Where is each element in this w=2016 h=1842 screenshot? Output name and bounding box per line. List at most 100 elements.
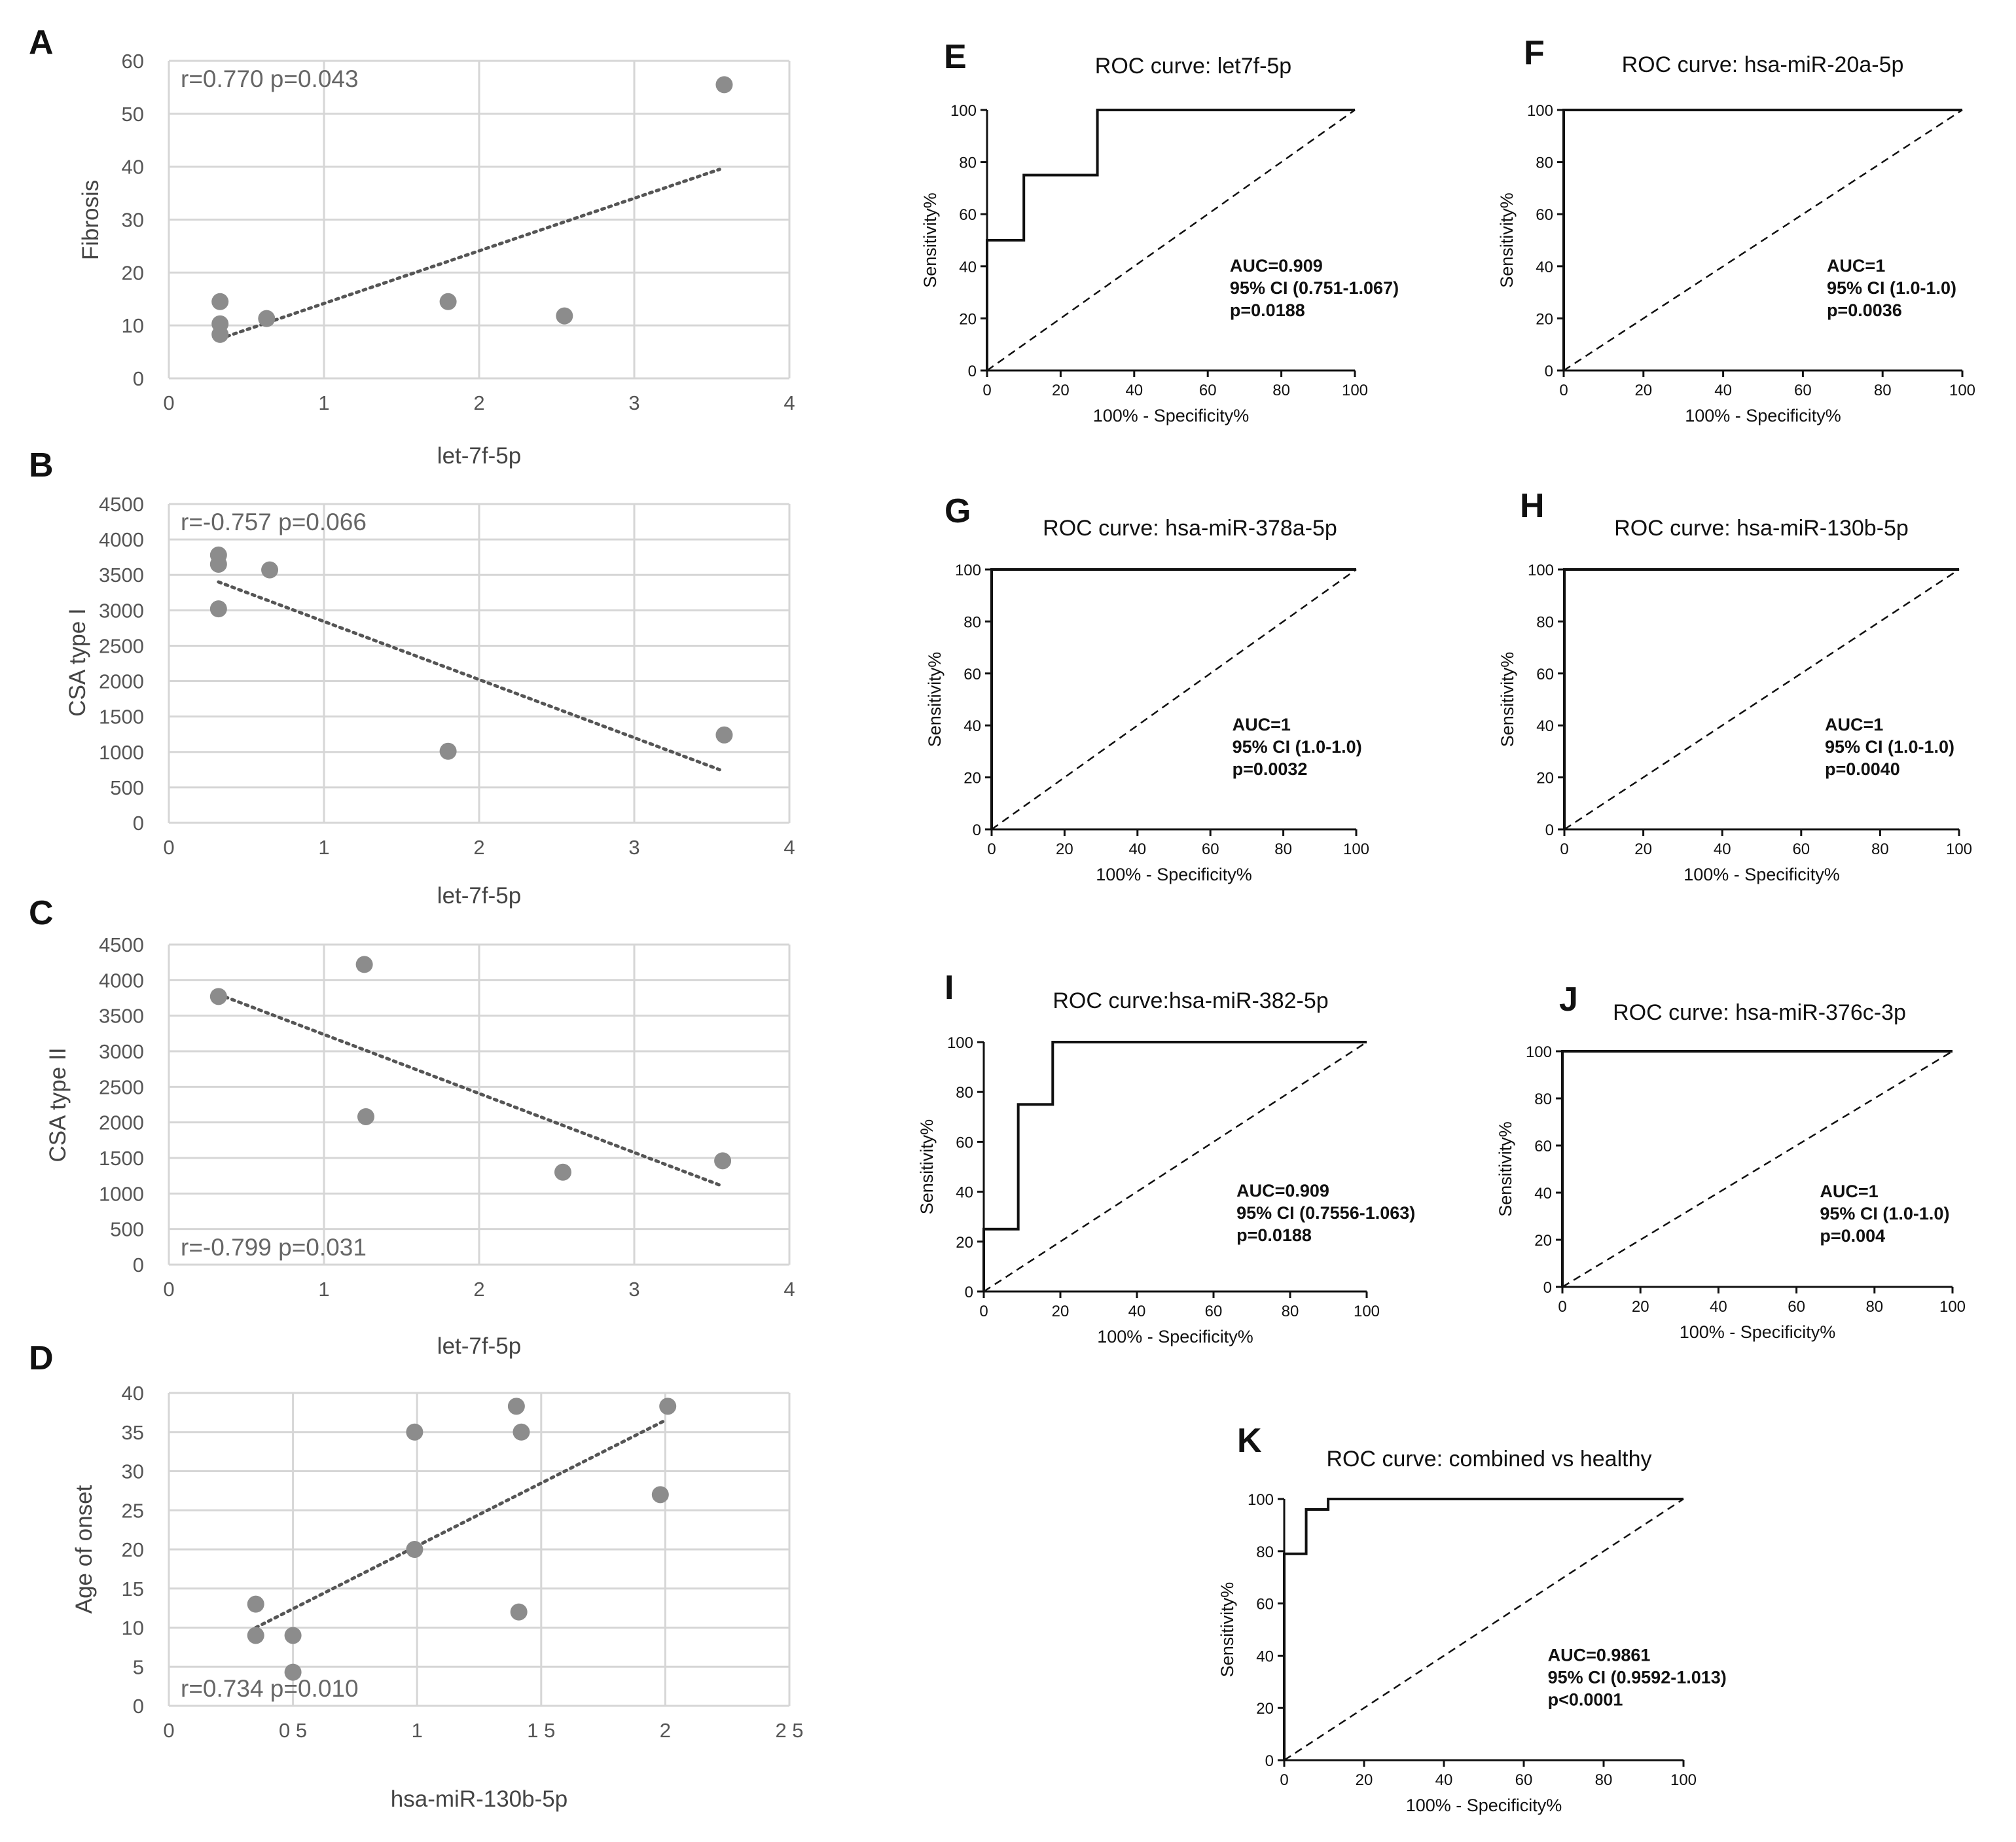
y-tick-label: 1500 xyxy=(99,1147,144,1170)
y-tick-label: 30 xyxy=(122,209,144,232)
y-tick-label: 20 xyxy=(956,1234,973,1252)
roc-curve xyxy=(1283,1498,1683,1760)
data-point xyxy=(439,293,457,310)
panel-letter-j: J xyxy=(1559,981,1578,1019)
panel-letter-d: D xyxy=(29,1339,54,1377)
correlation-stats: r=0.770 p=0.043 xyxy=(181,65,359,92)
auc-annotation: AUC=1 xyxy=(1825,715,1883,734)
x-tick-label: 0 xyxy=(1558,1298,1566,1316)
x-tick-label: 20 xyxy=(1634,840,1652,858)
x-tick-label: 3 xyxy=(628,391,639,414)
y-tick-label: 40 xyxy=(1534,1185,1552,1202)
x-axis-label: let-7f-5p xyxy=(437,1333,521,1359)
y-axis-label: Sensitivity% xyxy=(1217,1582,1237,1678)
panel-c: C 0 1 2 3 4 0 500 1000 1500 2000 2500 3000 3500 4000 45… xyxy=(29,894,795,1359)
x-tick-label: 100 xyxy=(1343,840,1369,858)
auc-annotation: p=0.0188 xyxy=(1230,300,1305,320)
x-tick-label: 100 xyxy=(1354,1303,1380,1320)
auc-annotation: p=0.0036 xyxy=(1827,300,1902,320)
x-tick-label: 100 xyxy=(1342,382,1368,399)
x-tick-label: 60 xyxy=(1788,1298,1805,1316)
x-tick-label: 80 xyxy=(1595,1771,1613,1789)
auc-annotation: p=0.0188 xyxy=(1236,1225,1312,1245)
x-axis-label: let-7f-5p xyxy=(437,443,521,469)
x-tick-label: 20 xyxy=(1356,1771,1373,1789)
data-point xyxy=(247,1627,264,1644)
y-tick-label: 60 xyxy=(122,50,144,73)
y-tick-label: 0 xyxy=(133,1254,144,1276)
x-axis-label: 100% - Specificity% xyxy=(1093,406,1250,425)
y-tick-label: 20 xyxy=(959,310,977,328)
panel-d: D 0 0 5 1 1 5 2 2 5 0 5 10 15 20 25 30 35 40 hsa-miR-130… xyxy=(29,1339,804,1812)
y-tick-label: 100 xyxy=(950,102,977,120)
x-tick-label: 20 xyxy=(1052,1303,1070,1320)
y-tick-label: 0 xyxy=(1545,363,1553,380)
x-tick-label: 100 xyxy=(1946,840,1972,858)
x-tick-label: 1 5 xyxy=(527,1719,555,1742)
y-tick-label: 25 xyxy=(122,1499,144,1522)
data-point xyxy=(651,1486,669,1504)
x-tick-label: 20 xyxy=(1634,382,1652,399)
panel-letter-b: B xyxy=(29,446,54,484)
y-axis-label: Sensitivity% xyxy=(1496,1121,1515,1217)
reference-diagonal xyxy=(983,1041,1367,1293)
y-tick-label: 2500 xyxy=(99,634,144,657)
trendline xyxy=(217,580,721,772)
y-tick-label: 50 xyxy=(122,103,144,126)
x-tick-label: 80 xyxy=(1865,1298,1883,1316)
x-tick-label: 80 xyxy=(1272,382,1290,399)
roc-curve xyxy=(990,568,1356,829)
y-tick-label: 80 xyxy=(959,154,977,172)
auc-annotation: AUC=0.9861 xyxy=(1548,1645,1651,1665)
x-tick-label: 0 xyxy=(163,836,174,859)
y-tick-label: 80 xyxy=(1256,1544,1274,1561)
data-point xyxy=(209,555,227,573)
auc-annotation: 95% CI (1.0-1.0) xyxy=(1820,1204,1949,1223)
panel-letter-k: K xyxy=(1237,1422,1262,1460)
x-tick-label: 3 xyxy=(628,1278,639,1301)
x-tick-label: 2 xyxy=(473,391,484,414)
x-tick-label: 60 xyxy=(1202,840,1219,858)
x-tick-label: 100 xyxy=(1949,382,1975,399)
panel-b: B 0 1 2 3 4 0 500 1000 1500 2000 2500 3000 3500 4000 45… xyxy=(29,446,795,909)
data-point xyxy=(261,561,279,579)
reference-diagonal xyxy=(991,568,1357,831)
y-tick-label: 0 xyxy=(1265,1752,1274,1770)
y-tick-label: 0 xyxy=(1545,822,1554,839)
y-tick-label: 0 xyxy=(965,1284,973,1301)
x-tick-label: 0 xyxy=(1559,382,1568,399)
y-tick-label: 1000 xyxy=(99,1182,144,1205)
y-tick-label: 0 xyxy=(133,367,144,390)
x-tick-label: 0 xyxy=(987,840,996,858)
y-tick-label: 60 xyxy=(956,1134,973,1151)
x-axis-label: 100% - Specificity% xyxy=(1680,1322,1836,1342)
panel-letter-h: H xyxy=(1520,487,1545,525)
x-tick-label: 40 xyxy=(1128,1303,1146,1320)
auc-annotation: AUC=1 xyxy=(1233,715,1291,734)
y-tick-label: 80 xyxy=(1536,613,1554,631)
data-point xyxy=(284,1627,302,1644)
panel-h: H ROC curve: hsa-miR-130b-5p 00 20 20 40 40 60 6… xyxy=(1498,487,1972,884)
data-point xyxy=(513,1423,530,1441)
x-tick-label: 20 xyxy=(1632,1298,1649,1316)
x-tick-label: 60 xyxy=(1794,382,1812,399)
y-axis-label: Sensitivity% xyxy=(925,652,945,748)
y-tick-label: 40 xyxy=(1536,259,1553,276)
data-point xyxy=(355,956,373,973)
panel-e: E ROC curve: let7f-5p 00 20 20 40 40 60 60 80 80 10… xyxy=(920,38,1399,425)
x-axis-label: let-7f-5p xyxy=(437,883,521,909)
y-axis-label: CSA type II xyxy=(45,1047,71,1162)
panel-letter-a: A xyxy=(29,24,54,62)
data-point xyxy=(439,742,457,760)
x-tick-label: 1 xyxy=(318,1278,329,1301)
x-tick-label: 80 xyxy=(1282,1303,1299,1320)
panel-letter-e: E xyxy=(944,38,967,76)
y-tick-label: 5 xyxy=(133,1655,144,1678)
x-tick-label: 40 xyxy=(1435,1771,1453,1789)
y-tick-label: 0 xyxy=(133,812,144,835)
auc-annotation: p=0.0032 xyxy=(1233,759,1308,779)
y-tick-label: 100 xyxy=(947,1034,973,1052)
x-tick-label: 40 xyxy=(1128,840,1146,858)
panel-letter-c: C xyxy=(29,894,54,932)
y-tick-label: 4500 xyxy=(99,493,144,516)
